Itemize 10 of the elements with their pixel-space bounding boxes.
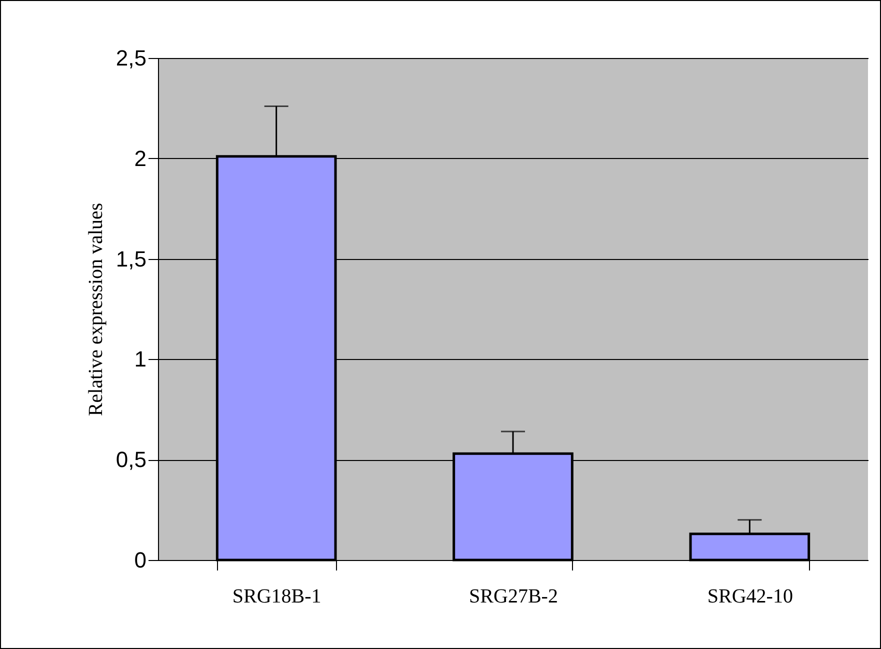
y-tick-label: 0: [134, 548, 146, 572]
y-tick-label: 2: [134, 146, 146, 171]
y-tick-label: 1: [134, 346, 146, 372]
y-tick-label: 0,5: [116, 447, 146, 472]
y-tick-label: 2,5: [116, 46, 146, 70]
x-tick-label: SRG42-10: [707, 586, 793, 608]
y-tick-label: 1,5: [116, 246, 146, 272]
y-axis-title: Relative expression values: [84, 202, 107, 416]
x-tick-label: SRG18B-1: [232, 586, 322, 608]
x-tick-label: SRG27B-2: [469, 586, 558, 608]
